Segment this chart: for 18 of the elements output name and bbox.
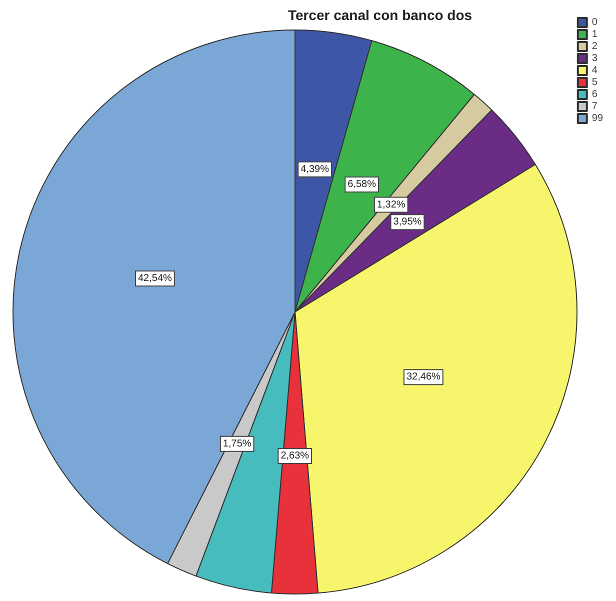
data-label: 42,54% (138, 273, 172, 284)
legend-label: 6 (592, 89, 598, 100)
data-label: 1,75% (222, 438, 252, 450)
legend-label: 1 (592, 29, 598, 40)
data-label: 4,39% (300, 164, 330, 175)
legend-label: 3 (592, 53, 598, 64)
legend-label: 4 (592, 65, 598, 76)
data-label: 3,95% (393, 216, 422, 228)
chart-title: Tercer canal con banco dos (288, 7, 472, 23)
legend-label: 5 (592, 77, 598, 88)
data-label: 32,46% (406, 372, 440, 383)
data-label: 6,58% (348, 178, 376, 190)
data-label: 1,32% (376, 199, 406, 210)
legend-label: 99 (592, 113, 604, 124)
legend-label: 7 (592, 101, 598, 112)
legend-label: 0 (592, 17, 598, 28)
legend-label: 2 (592, 41, 598, 52)
data-label: 2,63% (280, 450, 310, 462)
